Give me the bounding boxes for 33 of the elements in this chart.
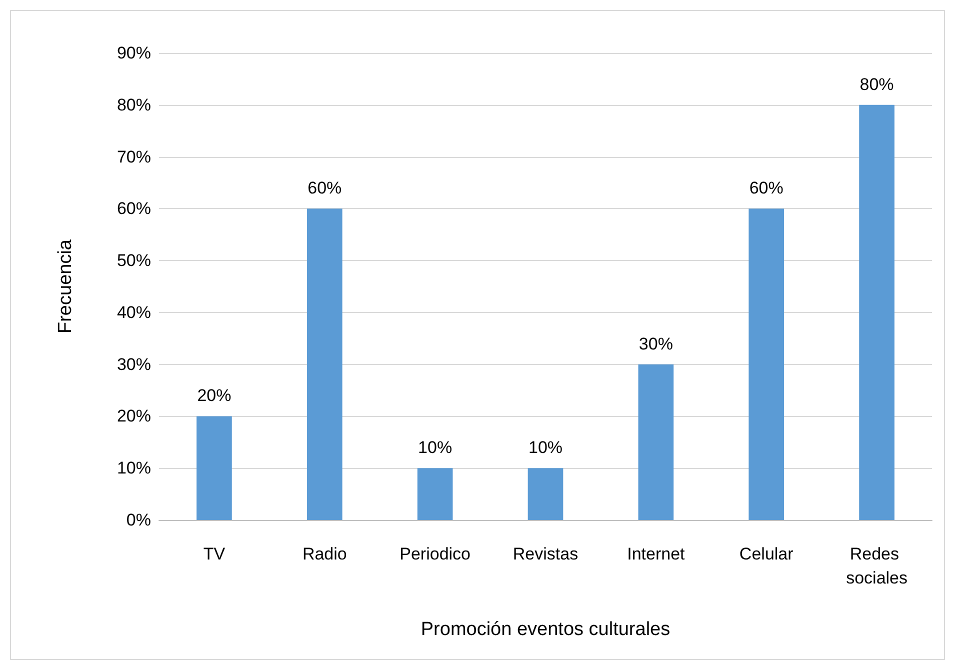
y-tick-label: 30% [116,354,151,374]
data-label: 80% [860,74,894,94]
bar [748,208,784,520]
data-label: 20% [197,386,232,406]
bar [859,104,894,520]
x-tick-label: Radio [302,544,347,564]
x-tick-label: Revistas [512,544,578,564]
bar [638,364,674,520]
bar [306,208,342,520]
y-tick-label: 20% [116,406,151,426]
y-tick-label: 90% [116,44,151,62]
bar [417,468,453,520]
data-label: 30% [638,334,673,354]
y-tick-label: 10% [116,458,151,478]
data-label: 60% [749,178,784,198]
bar [196,416,232,520]
y-axis-title: Frecuencia [55,239,76,334]
y-tick-label: 60% [116,199,151,218]
data-label: 10% [528,438,563,458]
y-tick-label: 50% [116,251,151,270]
x-tick-label: Redes sociales [846,544,908,588]
x-tick-label: TV [203,544,226,564]
bar [528,468,564,520]
y-tick-label: 80% [116,95,151,114]
x-tick-label: Periodico [400,544,471,564]
x-tick-label: Celular [739,544,794,564]
x-tick-label: Internet [627,544,686,564]
y-tick-label: 40% [116,302,151,322]
y-tick-label: 0% [126,510,151,530]
data-label: 60% [308,178,342,198]
data-label: 10% [418,438,452,458]
y-tick-label: 70% [116,147,151,166]
x-axis-title: Promoción eventos culturales [420,619,670,640]
